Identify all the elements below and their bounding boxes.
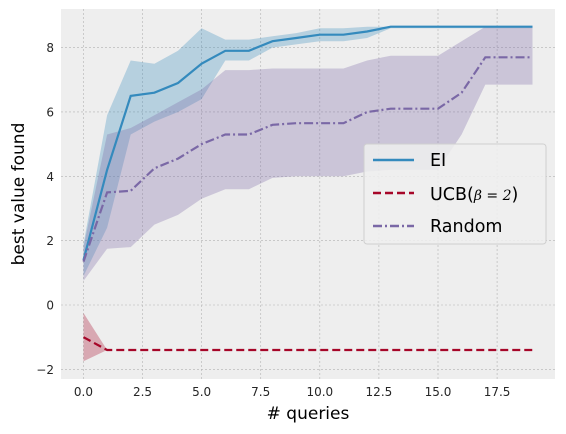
y-tick-label: 6 [46, 105, 54, 119]
band-ei [83, 26, 533, 277]
y-tick-label: 0 [46, 299, 54, 313]
x-tick-label: 7.5 [251, 385, 270, 399]
x-tick-labels: 0.0 2.5 5.0 7.5 10.0 12.5 15.0 17.5 [74, 385, 511, 399]
legend-label-ei: EI [430, 151, 446, 171]
x-tick-label: 0.0 [74, 385, 93, 399]
confidence-bands [83, 26, 533, 362]
y-tick-labels: −2 0 2 4 6 8 [36, 41, 54, 377]
x-axis-title: # queries [267, 404, 350, 424]
legend-label-ucb-prefix: UCB( [430, 185, 474, 205]
y-axis-title: best value found [9, 123, 29, 266]
series-lines [82, 25, 533, 352]
y-tick-label: 4 [46, 170, 54, 184]
line-ei [82, 25, 533, 261]
legend-box [363, 143, 547, 245]
x-tick-label: 10.0 [306, 385, 333, 399]
y-tick-label: −2 [36, 363, 54, 377]
x-tick-label: 5.0 [192, 385, 211, 399]
line-ucb-beta-2 [82, 336, 533, 352]
legend: EI UCB(β = 2) Random [363, 143, 547, 245]
band-random [83, 26, 533, 281]
legend-label-ucb: UCB(β = 2) [430, 185, 518, 205]
x-tick-label: 12.5 [366, 385, 393, 399]
legend-label-ucb-math: β = 2 [473, 188, 512, 204]
x-tick-label: 17.5 [484, 385, 511, 399]
line-random [82, 56, 533, 262]
legend-label-random: Random [430, 217, 502, 237]
y-tick-label: 8 [46, 41, 54, 55]
x-tick-label: 15.0 [425, 385, 452, 399]
y-tick-label: 2 [46, 234, 54, 248]
legend-label-ucb-suffix: ) [512, 185, 519, 205]
x-tick-label: 2.5 [133, 385, 152, 399]
